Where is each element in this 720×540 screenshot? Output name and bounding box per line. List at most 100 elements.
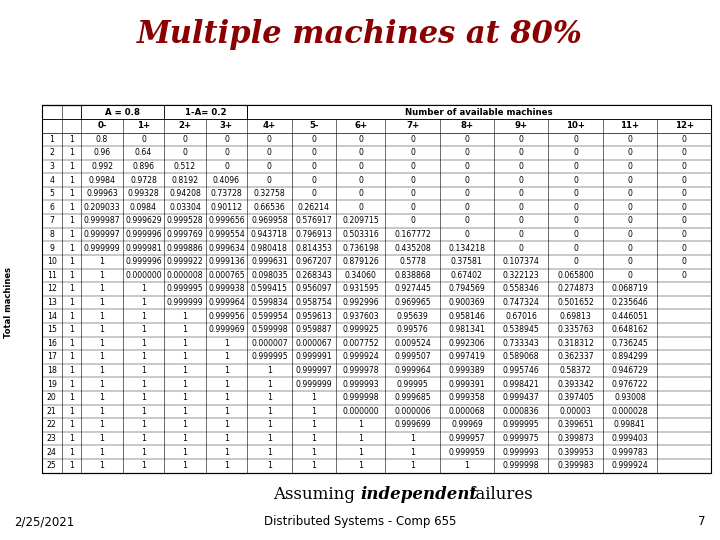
Text: 0: 0 <box>627 162 632 171</box>
Text: 0: 0 <box>464 230 469 239</box>
Bar <box>82 105 163 119</box>
Text: 1: 1 <box>99 380 104 389</box>
Text: 0: 0 <box>359 189 363 198</box>
Text: 0.980418: 0.980418 <box>251 244 288 253</box>
Text: 0.999886: 0.999886 <box>166 244 203 253</box>
Text: 1: 1 <box>69 461 74 470</box>
Text: 0: 0 <box>573 230 578 239</box>
Text: 0.976722: 0.976722 <box>611 380 648 389</box>
Text: 0.000067: 0.000067 <box>295 339 332 348</box>
Text: 1: 1 <box>224 448 229 457</box>
Text: 0: 0 <box>359 176 363 185</box>
Text: 0.999969: 0.999969 <box>208 325 245 334</box>
Text: 0.67402: 0.67402 <box>451 271 483 280</box>
Text: 1: 1 <box>141 353 146 361</box>
Text: 0.999957: 0.999957 <box>449 434 485 443</box>
Text: 7+: 7+ <box>406 121 419 130</box>
Text: 0.999938: 0.999938 <box>208 285 245 293</box>
Text: 23: 23 <box>47 434 56 443</box>
Text: 0.838868: 0.838868 <box>395 271 431 280</box>
Text: Multiple machines at 80%: Multiple machines at 80% <box>137 19 583 50</box>
Text: 1: 1 <box>99 257 104 266</box>
Text: 16: 16 <box>47 339 57 348</box>
Text: 0.99328: 0.99328 <box>127 189 159 198</box>
Text: 1: 1 <box>99 434 104 443</box>
Text: 0: 0 <box>627 217 632 225</box>
Text: 22: 22 <box>47 421 56 429</box>
Text: 0.558346: 0.558346 <box>503 285 539 293</box>
Text: 0.927445: 0.927445 <box>394 285 431 293</box>
Text: 0: 0 <box>410 189 415 198</box>
Text: 0.959887: 0.959887 <box>295 325 332 334</box>
Text: 0.134218: 0.134218 <box>449 244 485 253</box>
Text: 1: 1 <box>182 312 187 321</box>
Text: 0: 0 <box>519 162 523 171</box>
Text: 0.235646: 0.235646 <box>611 298 648 307</box>
Text: 1: 1 <box>182 380 187 389</box>
Text: 0.999959: 0.999959 <box>449 448 485 457</box>
Text: 11+: 11+ <box>621 121 639 130</box>
Text: 20: 20 <box>47 393 56 402</box>
Text: 0.399983: 0.399983 <box>557 461 594 470</box>
Text: 1: 1 <box>99 312 104 321</box>
Text: 1: 1 <box>141 285 146 293</box>
Text: 1: 1 <box>69 421 74 429</box>
Text: 1: 1 <box>141 461 146 470</box>
Text: 0: 0 <box>627 271 632 280</box>
Text: 0.999685: 0.999685 <box>395 393 431 402</box>
Text: 0: 0 <box>573 176 578 185</box>
Text: 1: 1 <box>69 298 74 307</box>
Text: 0: 0 <box>312 189 316 198</box>
Text: 1: 1 <box>267 366 272 375</box>
Text: 1+: 1+ <box>137 121 150 130</box>
Text: 0.999358: 0.999358 <box>449 393 485 402</box>
Text: 0.000008: 0.000008 <box>166 271 203 280</box>
Text: 1: 1 <box>141 366 146 375</box>
Text: 0.992: 0.992 <box>91 162 113 171</box>
Text: 1: 1 <box>311 421 316 429</box>
Text: 0.999528: 0.999528 <box>166 217 203 225</box>
Text: 1: 1 <box>224 339 229 348</box>
Text: 0.999925: 0.999925 <box>343 325 379 334</box>
Text: 0.814353: 0.814353 <box>295 244 333 253</box>
Text: 0.999656: 0.999656 <box>208 217 245 225</box>
Text: 0.956097: 0.956097 <box>295 285 332 293</box>
Text: 0: 0 <box>573 135 578 144</box>
Text: 9: 9 <box>49 244 54 253</box>
Text: 1: 1 <box>141 448 146 457</box>
Text: 0: 0 <box>682 217 687 225</box>
Text: 2+: 2+ <box>179 121 192 130</box>
Text: 0: 0 <box>224 148 229 157</box>
Text: 0.167772: 0.167772 <box>395 230 431 239</box>
Text: 1: 1 <box>69 244 74 253</box>
Text: 1: 1 <box>359 448 364 457</box>
Text: 1: 1 <box>141 421 146 429</box>
Text: 0.999993: 0.999993 <box>343 380 379 389</box>
Text: 0.999391: 0.999391 <box>449 380 485 389</box>
Text: 4+: 4+ <box>263 121 276 130</box>
Text: 0.999554: 0.999554 <box>208 230 245 239</box>
Text: 0.58372: 0.58372 <box>559 366 591 375</box>
Text: 0.69813: 0.69813 <box>559 312 592 321</box>
Text: 1: 1 <box>141 339 146 348</box>
Text: 0.99963: 0.99963 <box>86 189 118 198</box>
Text: 0.648162: 0.648162 <box>611 325 648 334</box>
Text: 1: 1 <box>141 312 146 321</box>
Text: 0.999956: 0.999956 <box>208 312 245 321</box>
Text: 7: 7 <box>698 515 706 528</box>
Text: 0: 0 <box>224 135 229 144</box>
Text: 0.99995: 0.99995 <box>397 380 428 389</box>
Text: 0.8192: 0.8192 <box>171 176 199 185</box>
Text: 0: 0 <box>519 203 523 212</box>
Text: 0.397405: 0.397405 <box>557 393 594 402</box>
Text: 0: 0 <box>573 203 578 212</box>
Text: 0.999996: 0.999996 <box>125 230 162 239</box>
Text: 1: 1 <box>267 434 272 443</box>
Text: 0.937603: 0.937603 <box>343 312 379 321</box>
Text: 0.999924: 0.999924 <box>343 353 379 361</box>
Text: 1: 1 <box>311 407 316 416</box>
Text: 0.999699: 0.999699 <box>395 421 431 429</box>
Text: 0.335763: 0.335763 <box>557 325 594 334</box>
Text: 1: 1 <box>69 393 74 402</box>
Text: 0: 0 <box>682 230 687 239</box>
